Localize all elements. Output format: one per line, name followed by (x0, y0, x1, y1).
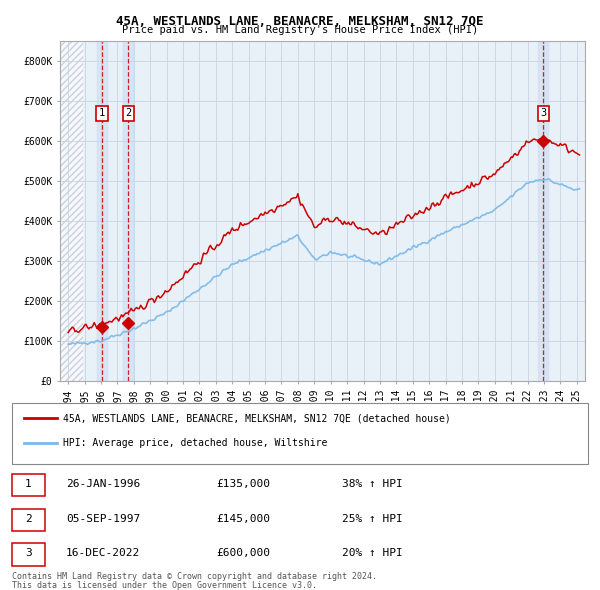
Text: 2: 2 (25, 514, 32, 524)
Text: 45A, WESTLANDS LANE, BEANACRE, MELKSHAM, SN12 7QE (detached house): 45A, WESTLANDS LANE, BEANACRE, MELKSHAM,… (63, 413, 451, 423)
Text: £135,000: £135,000 (216, 479, 270, 489)
Text: Contains HM Land Registry data © Crown copyright and database right 2024.: Contains HM Land Registry data © Crown c… (12, 572, 377, 581)
FancyBboxPatch shape (12, 509, 45, 531)
Text: 3: 3 (540, 108, 547, 118)
Text: 26-JAN-1996: 26-JAN-1996 (66, 479, 140, 489)
FancyBboxPatch shape (12, 403, 588, 464)
Text: 45A, WESTLANDS LANE, BEANACRE, MELKSHAM, SN12 7QE: 45A, WESTLANDS LANE, BEANACRE, MELKSHAM,… (116, 15, 484, 28)
FancyBboxPatch shape (12, 474, 45, 496)
Bar (538, 41, 548, 381)
Text: 05-SEP-1997: 05-SEP-1997 (66, 514, 140, 524)
Text: HPI: Average price, detached house, Wiltshire: HPI: Average price, detached house, Wilt… (63, 438, 328, 448)
Text: 1: 1 (99, 108, 105, 118)
Text: £145,000: £145,000 (216, 514, 270, 524)
Text: 38% ↑ HPI: 38% ↑ HPI (342, 479, 403, 489)
Text: 1: 1 (25, 479, 32, 489)
Text: £600,000: £600,000 (216, 548, 270, 558)
FancyBboxPatch shape (12, 543, 45, 566)
Text: 2: 2 (125, 108, 131, 118)
Text: 3: 3 (25, 548, 32, 558)
Bar (124, 41, 133, 381)
Bar (60, 41, 83, 381)
Text: 25% ↑ HPI: 25% ↑ HPI (342, 514, 403, 524)
Text: 16-DEC-2022: 16-DEC-2022 (66, 548, 140, 558)
Text: Price paid vs. HM Land Registry's House Price Index (HPI): Price paid vs. HM Land Registry's House … (122, 25, 478, 35)
Text: 20% ↑ HPI: 20% ↑ HPI (342, 548, 403, 558)
Bar (97, 41, 107, 381)
Text: This data is licensed under the Open Government Licence v3.0.: This data is licensed under the Open Gov… (12, 581, 317, 590)
